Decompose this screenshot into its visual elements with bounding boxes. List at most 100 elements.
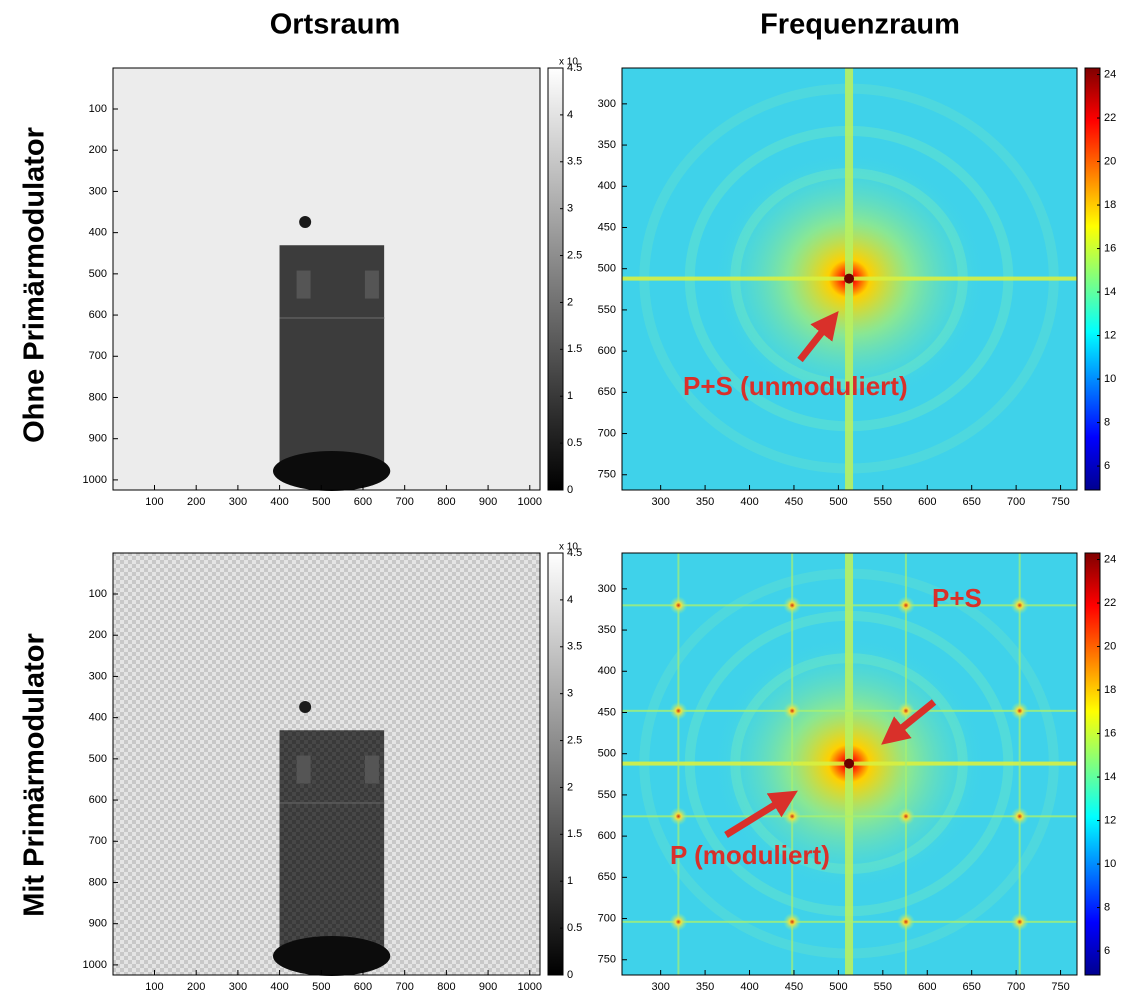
colorbar-tick-label: 3.5 <box>567 641 582 653</box>
y-tick-label: 1000 <box>83 474 107 486</box>
colorbar-tick-label: 12 <box>1104 329 1116 341</box>
spot <box>783 912 802 931</box>
spot <box>896 807 915 826</box>
x-tick-label: 450 <box>785 981 803 993</box>
x-tick-label: 500 <box>312 981 330 993</box>
colorbar-tick-label: 6 <box>1104 460 1110 472</box>
colorbar-tick-label: 2 <box>567 296 573 308</box>
y-tick-label: 750 <box>598 954 616 966</box>
image <box>622 553 1077 975</box>
peak-center <box>844 758 855 769</box>
y-tick-label: 300 <box>89 185 107 197</box>
y-tick-label: 450 <box>598 706 616 718</box>
spot <box>669 596 688 615</box>
colorbar-tick-label: 16 <box>1104 727 1116 739</box>
object-detail <box>279 801 385 804</box>
colorbar-tick-label: 14 <box>1104 771 1116 783</box>
colorbar-tick-label: 4.5 <box>567 62 582 74</box>
colorbar-tick-label: 18 <box>1104 684 1116 696</box>
x-tick-label: 700 <box>396 981 414 993</box>
colorbar-tick-label: 2.5 <box>567 249 582 261</box>
x-tick-label: 600 <box>918 496 936 508</box>
y-tick-label: 600 <box>89 309 107 321</box>
x-tick-label: 200 <box>187 981 205 993</box>
axes-frame <box>621 552 1078 976</box>
object-detail <box>296 270 311 299</box>
x-tick-label: 300 <box>651 981 669 993</box>
y-tick-label: 300 <box>598 583 616 595</box>
spot <box>669 912 688 931</box>
spot <box>669 701 688 720</box>
axes-frame <box>112 552 541 976</box>
y-tick-label: 350 <box>598 139 616 151</box>
x-tick-label: 300 <box>651 496 669 508</box>
row-title: Mit Primärmodulator <box>19 633 51 917</box>
colorbar-tick-label: 4.5 <box>567 547 582 559</box>
x-tick-label: 750 <box>1051 496 1069 508</box>
x-tick-label: 400 <box>270 496 288 508</box>
colorbar-tick-label: 22 <box>1104 597 1116 609</box>
annotation: P+S (unmoduliert) <box>683 371 908 401</box>
streak <box>622 709 1077 712</box>
image <box>113 553 540 977</box>
colorbar-tick-label: 0 <box>567 484 573 496</box>
object-dot <box>299 701 312 714</box>
object-base <box>272 936 391 977</box>
x-tick-label: 800 <box>437 981 455 993</box>
x-tick-label: 800 <box>437 496 455 508</box>
y-tick-label: 800 <box>89 391 107 403</box>
x-tick-label: 750 <box>1051 981 1069 993</box>
x-tick-label: 450 <box>785 496 803 508</box>
x-tick-label: 600 <box>354 981 372 993</box>
axes-frame <box>112 67 541 491</box>
streak <box>904 553 907 975</box>
y-tick-label: 500 <box>598 263 616 275</box>
x-tick-label: 400 <box>740 981 758 993</box>
annotation-arrow <box>724 790 798 838</box>
y-tick-label: 650 <box>598 386 616 398</box>
spot <box>669 807 688 826</box>
y-tick-label: 500 <box>89 268 107 280</box>
y-tick-label: 500 <box>89 753 107 765</box>
y-tick-label: 400 <box>598 180 616 192</box>
spot <box>783 701 802 720</box>
y-tick-label: 100 <box>89 103 107 115</box>
object-base <box>272 451 391 492</box>
colorbar-tick-label: 24 <box>1104 553 1116 565</box>
spot <box>783 596 802 615</box>
annotation: P (moduliert) <box>670 840 830 870</box>
x-tick-label: 1000 <box>518 496 542 508</box>
colorbar-tick-label: 2 <box>567 781 573 793</box>
x-tick-label: 500 <box>829 496 847 508</box>
peak-center <box>844 273 855 284</box>
y-tick-label: 400 <box>598 665 616 677</box>
streak <box>1018 553 1021 975</box>
colorbar-multiplier: x 10 <box>559 542 578 553</box>
colorbar-tick-label: 20 <box>1104 155 1116 167</box>
image <box>622 68 1077 490</box>
spot <box>896 596 915 615</box>
x-tick-label: 700 <box>396 496 414 508</box>
y-tick-label: 600 <box>598 830 616 842</box>
colorbar-tick-label: 12 <box>1104 814 1116 826</box>
row-title: Ohne Primärmodulator <box>19 127 51 443</box>
y-tick-label: 800 <box>89 876 107 888</box>
streak <box>622 920 1077 923</box>
x-tick-label: 700 <box>1007 496 1025 508</box>
colorbar <box>547 67 564 491</box>
colorbar-tick-label: 4 <box>567 594 573 606</box>
spot <box>1010 807 1029 826</box>
y-tick-label: 500 <box>598 748 616 760</box>
y-tick-label: 350 <box>598 624 616 636</box>
colorbar-tick-label: 0.5 <box>567 922 582 934</box>
column-title: Ortsraum <box>270 9 401 41</box>
colorbar <box>1084 552 1101 976</box>
x-tick-label: 600 <box>354 496 372 508</box>
y-tick-label: 400 <box>89 227 107 239</box>
object-detail <box>296 755 311 784</box>
x-tick-label: 600 <box>918 981 936 993</box>
x-tick-label: 200 <box>187 496 205 508</box>
x-tick-label: 700 <box>1007 981 1025 993</box>
x-tick-label: 650 <box>963 981 981 993</box>
